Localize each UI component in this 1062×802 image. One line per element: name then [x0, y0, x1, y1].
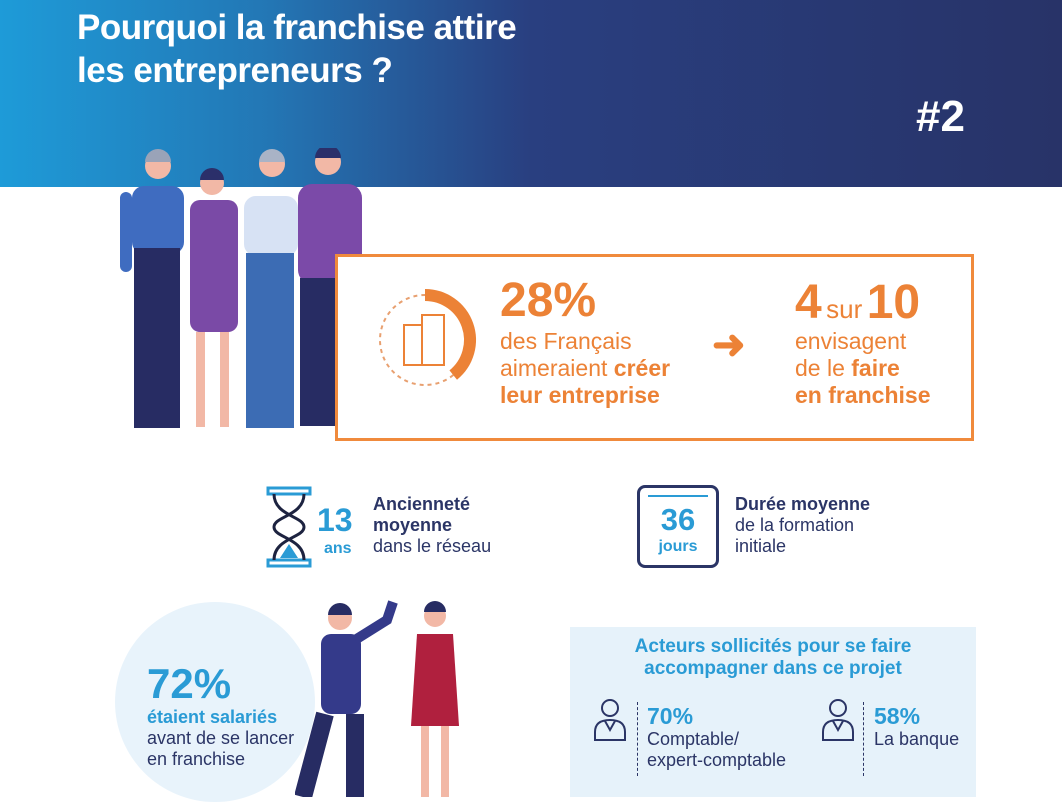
four-in-ten: 4 sur 10: [795, 278, 920, 328]
two-people-illustration: [295, 600, 459, 797]
text-bold: faire: [851, 355, 900, 381]
create-business-text: des Français aimeraient créer leur entre…: [500, 328, 670, 409]
actor-item: [820, 698, 856, 747]
divider: [863, 702, 864, 776]
actor-accountant: 70% Comptable/ expert-comptable: [647, 703, 786, 771]
header-banner: [0, 0, 1062, 187]
text-line: en franchise: [795, 382, 931, 408]
actor-label: La banque: [874, 729, 960, 749]
text-line: avant de se lancer: [147, 728, 295, 748]
hourglass-icon: [266, 486, 312, 568]
actor-bank: 58% La banque: [874, 703, 959, 750]
building-donut-icon: [379, 289, 476, 386]
text-line: des Français: [500, 328, 632, 354]
title-line: les entrepreneurs ?: [77, 51, 393, 90]
seniority-unit: ans: [324, 540, 352, 557]
arrow-right-icon: ➜: [712, 323, 746, 367]
percent-create-business: 28%: [500, 274, 597, 327]
text-line: de le: [795, 355, 852, 381]
actor-label: expert-comptable: [647, 750, 787, 770]
text-line: en franchise: [147, 749, 246, 769]
text-line: moyenne: [373, 515, 453, 535]
employees-text: étaient salariés avant de se lancer en f…: [147, 707, 294, 770]
actor-label: Comptable/: [647, 729, 740, 749]
text-bold: créer: [613, 355, 671, 381]
text-line: envisagent: [795, 328, 907, 354]
training-label: Durée moyenne de la formation initiale: [735, 494, 870, 557]
training-value: 36: [660, 502, 696, 537]
actors-title: Acteurs sollicités pour se faire accompag…: [570, 636, 976, 680]
title-line: Pourquoi la franchise attire: [77, 8, 517, 47]
text-line: Ancienneté: [373, 494, 471, 514]
text-line: étaient salariés: [147, 707, 278, 727]
employees-value: 72%: [147, 660, 232, 707]
advisor-icon: [822, 699, 854, 741]
text-line: dans le réseau: [373, 536, 492, 556]
text-line: de la formation: [735, 515, 855, 535]
actor-item: [592, 698, 628, 747]
people-group-illustration: [120, 148, 362, 428]
franchise-intent-box: [335, 254, 974, 441]
seniority-value: 13: [317, 502, 353, 538]
advisor-icon: [594, 699, 626, 741]
franchise-text: envisagent de le faire en franchise: [795, 328, 931, 409]
text-line: leur entreprise: [500, 382, 660, 408]
text-line: initiale: [735, 536, 787, 556]
value: 10: [866, 276, 921, 329]
value: 4: [795, 276, 822, 329]
issue-number: #2: [916, 92, 965, 141]
page-title: Pourquoi la franchise attire les entrepre…: [77, 6, 517, 92]
text-line: aimeraient: [500, 355, 614, 381]
actor-value: 58%: [874, 703, 921, 729]
sur: sur: [826, 294, 863, 324]
divider: [637, 702, 638, 776]
text-line: Acteurs sollicités pour se faire: [634, 636, 912, 657]
calendar-icon: [637, 485, 719, 568]
text-line: Durée moyenne: [735, 494, 871, 514]
training-unit: jours: [658, 538, 698, 555]
text-line: accompagner dans ce projet: [644, 658, 902, 679]
actor-value: 70%: [647, 703, 694, 729]
seniority-label: Ancienneté moyenne dans le réseau: [373, 494, 491, 557]
employees-circle: [115, 602, 315, 802]
